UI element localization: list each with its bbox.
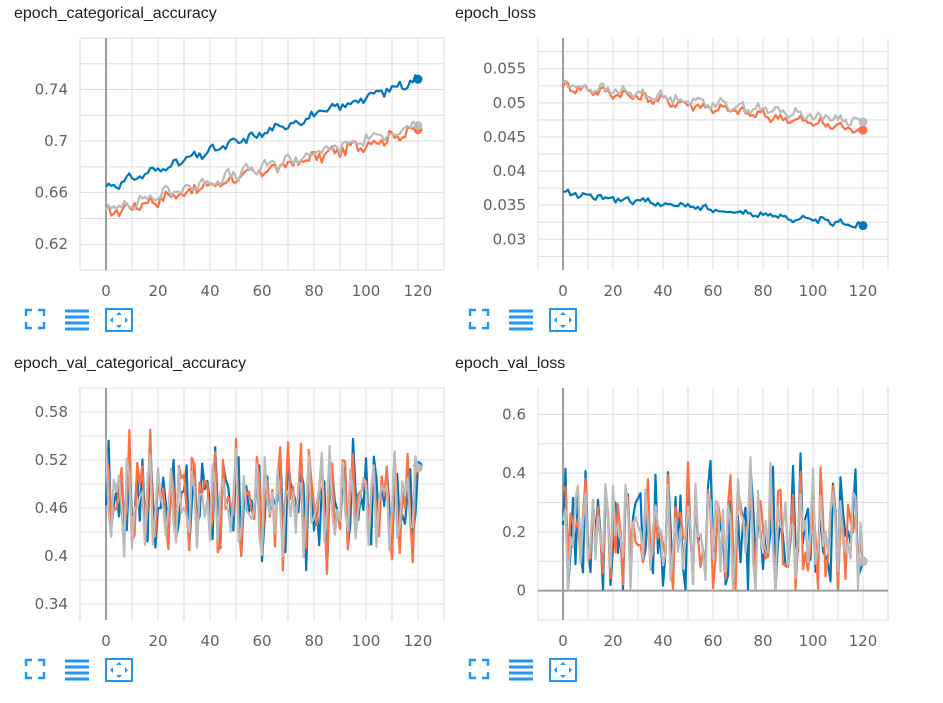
x-tick-label: 40 — [653, 632, 672, 650]
y-tick-label: 0.74 — [35, 81, 68, 99]
chart-title: epoch_categorical_accuracy — [14, 5, 217, 22]
x-tick-label: 40 — [200, 632, 219, 650]
series-line-series_c[interactable] — [105, 120, 419, 211]
x-tick-label: 100 — [352, 282, 381, 300]
x-tick-label: 80 — [753, 632, 772, 650]
chart-val-accuracy[interactable]: 0 20 40 60 80 100 120 0.34 0.4 0.46 0.52 0.58 — [0, 350, 460, 650]
x-tick-label: 20 — [148, 282, 167, 300]
y-tick-label: 0.03 — [493, 230, 526, 248]
lines-icon[interactable] — [508, 658, 536, 684]
chart-title: epoch_val_categorical_accuracy — [14, 355, 247, 372]
x-tick-label: 20 — [148, 632, 167, 650]
chart-panel-loss: epoch_loss 0 20 40 60 80 100 120 0.03 0.035 0.04 0… — [444, 0, 904, 350]
x-tick-label: 0 — [558, 282, 568, 300]
x-tick-label: 80 — [304, 282, 323, 300]
y-tick-label: 0.055 — [483, 60, 526, 78]
y-tick-label: 0 — [516, 582, 526, 600]
y-tick-label: 0.7 — [44, 132, 68, 150]
y-tick-label: 0.4 — [502, 464, 526, 482]
series-line-series_c[interactable] — [104, 439, 420, 559]
x-tick-label: 120 — [849, 632, 878, 650]
series-end-point-series_c[interactable] — [858, 556, 868, 566]
tick-labels: 0 20 40 60 80 100 120 0 0.2 0.4 0.6 — [502, 405, 877, 650]
fit-domain-icon[interactable] — [549, 658, 577, 684]
x-tick-label: 120 — [404, 632, 433, 650]
x-tick-label: 0 — [558, 632, 568, 650]
fit-domain-icon[interactable] — [549, 308, 577, 334]
chart-accuracy[interactable]: 0 20 40 60 80 100 120 0.62 0.66 0.7 0.74 — [0, 0, 460, 300]
tick-labels: 0 20 40 60 80 100 120 0.03 0.035 0.04 0.045 0.05 0.0… — [483, 60, 877, 300]
series-line-series_c[interactable] — [561, 456, 865, 591]
y-tick-label: 0.58 — [35, 403, 68, 421]
fullscreen-icon[interactable] — [24, 308, 52, 334]
chart-val-loss[interactable]: 0 20 40 60 80 100 120 0 0.2 0.4 0.6 — [444, 350, 904, 650]
x-tick-label: 60 — [252, 632, 271, 650]
series-end-point-series_b[interactable] — [858, 125, 868, 135]
fullscreen-icon[interactable] — [468, 658, 496, 684]
x-tick-label: 60 — [252, 282, 271, 300]
y-tick-label: 0.66 — [35, 184, 68, 202]
series-end-point-series_c[interactable] — [413, 121, 423, 131]
lines-icon[interactable] — [64, 658, 92, 684]
x-tick-label: 120 — [849, 282, 878, 300]
x-tick-label: 40 — [653, 282, 672, 300]
chart-title: epoch_loss — [455, 5, 536, 22]
chart-panel-accuracy: epoch_categorical_accuracy 0 20 40 60 80 100 1… — [0, 0, 460, 350]
series-end-point-series_a[interactable] — [858, 221, 868, 231]
y-tick-label: 0.05 — [493, 94, 526, 112]
lines-icon[interactable] — [64, 308, 92, 334]
fullscreen-icon[interactable] — [468, 308, 496, 334]
series-end-point-series_a[interactable] — [413, 74, 423, 84]
chart-panel-val-loss: epoch_val_loss 0 20 40 60 80 100 120 0 0.2 0.4 0.6 — [444, 350, 904, 700]
series-end-point-series_c[interactable] — [858, 117, 868, 127]
y-tick-label: 0.52 — [35, 451, 68, 469]
x-tick-label: 60 — [703, 632, 722, 650]
x-tick-label: 100 — [799, 632, 828, 650]
grid — [79, 37, 445, 271]
series-line-series_a[interactable] — [104, 437, 420, 574]
series-line-series_a[interactable] — [105, 74, 419, 190]
x-tick-label: 20 — [603, 632, 622, 650]
y-tick-label: 0.035 — [483, 196, 526, 214]
series-end-point-series_c[interactable] — [413, 463, 423, 473]
series-line-series_c[interactable] — [562, 80, 864, 127]
x-tick-label: 0 — [101, 282, 111, 300]
lines-icon[interactable] — [508, 308, 536, 334]
x-tick-label: 0 — [101, 632, 111, 650]
chart-title: epoch_val_loss — [455, 355, 566, 372]
x-tick-label: 80 — [753, 282, 772, 300]
y-tick-label: 0.2 — [502, 523, 526, 541]
x-tick-label: 100 — [352, 632, 381, 650]
grid — [537, 38, 889, 270]
y-tick-label: 0.46 — [35, 499, 68, 517]
x-tick-label: 100 — [799, 282, 828, 300]
x-tick-label: 40 — [200, 282, 219, 300]
y-tick-label: 0.4 — [44, 547, 68, 565]
x-tick-label: 60 — [703, 282, 722, 300]
y-tick-label: 0.34 — [35, 595, 68, 613]
fullscreen-icon[interactable] — [24, 658, 52, 684]
fit-domain-icon[interactable] — [105, 308, 133, 334]
y-tick-label: 0.04 — [493, 162, 526, 180]
series-line-series_a[interactable] — [563, 188, 864, 229]
chart-loss[interactable]: 0 20 40 60 80 100 120 0.03 0.035 0.04 0.045 0.05 0.0… — [444, 0, 904, 300]
y-tick-label: 0.62 — [35, 235, 68, 253]
chart-panel-val-accuracy: epoch_val_categorical_accuracy 0 20 40 60 80… — [0, 350, 460, 700]
fit-domain-icon[interactable] — [105, 658, 133, 684]
tick-labels: 0 20 40 60 80 100 120 0.62 0.66 0.7 0.74 — [35, 81, 433, 300]
series-line-series_b[interactable] — [561, 79, 864, 134]
tick-labels: 0 20 40 60 80 100 120 0.34 0.4 0.46 0.52 0.58 — [35, 403, 433, 650]
x-tick-label: 80 — [304, 632, 323, 650]
y-tick-label: 0.045 — [483, 128, 526, 146]
y-tick-label: 0.6 — [502, 405, 526, 423]
series-line-series_b[interactable] — [105, 124, 419, 218]
x-tick-label: 20 — [603, 282, 622, 300]
x-tick-label: 120 — [404, 282, 433, 300]
